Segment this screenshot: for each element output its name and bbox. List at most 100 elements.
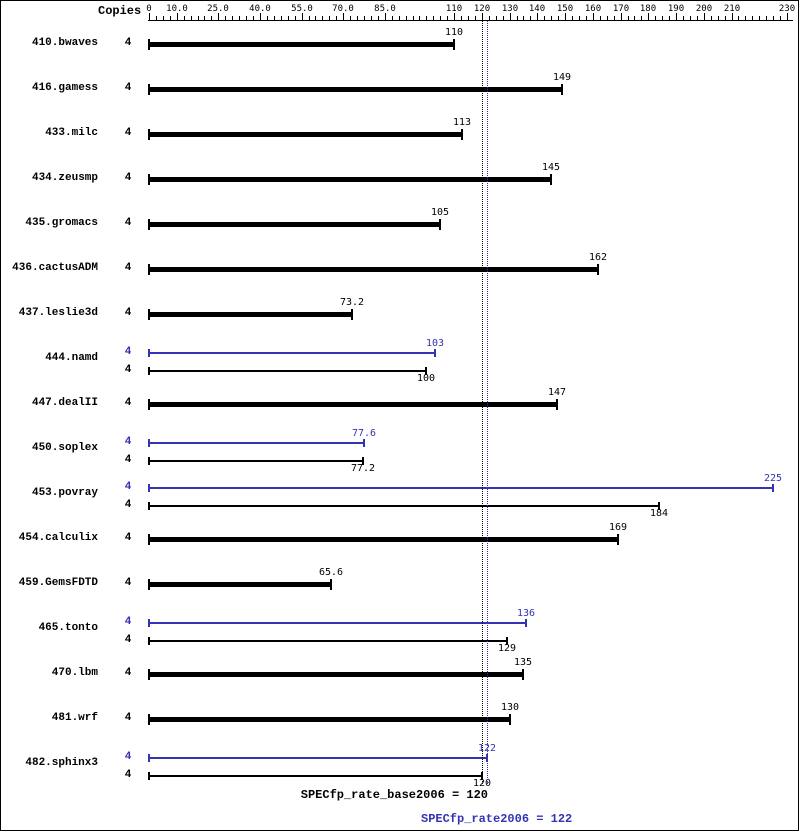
axis-minor-tick bbox=[496, 16, 497, 20]
bar bbox=[149, 505, 659, 507]
benchmark-row: 470.lbm 4 135 bbox=[1, 652, 798, 697]
benchmark-row: 454.calculix 4 169 bbox=[1, 517, 798, 562]
axis-minor-tick bbox=[267, 16, 268, 20]
axis-minor-tick bbox=[600, 16, 601, 20]
axis-minor-tick bbox=[170, 16, 171, 20]
bar-end-tick bbox=[439, 219, 441, 230]
benchmark-name: 444.namd bbox=[45, 352, 98, 364]
bar-end-tick bbox=[330, 579, 332, 590]
bar-end-tick bbox=[362, 457, 364, 465]
bar bbox=[149, 757, 487, 759]
axis-minor-tick bbox=[191, 16, 192, 20]
benchmark-name: 434.zeusmp bbox=[31, 172, 98, 184]
copies-value: 4 bbox=[124, 577, 132, 589]
bar bbox=[149, 267, 598, 272]
benchmark-row: 433.milc 4 113 bbox=[1, 112, 798, 157]
axis-tick-label: 170 bbox=[612, 4, 630, 14]
axis-minor-tick bbox=[690, 16, 691, 20]
bar-start-tick bbox=[148, 637, 150, 645]
benchmark-name: 470.lbm bbox=[51, 667, 98, 679]
benchmark-name: 453.povray bbox=[31, 487, 98, 499]
base-value-label: 130 bbox=[500, 702, 520, 713]
bar-start-tick bbox=[148, 439, 150, 447]
axis-major-tick bbox=[732, 13, 733, 20]
benchmark-row: 453.povray 4 4 225 184 bbox=[1, 472, 798, 519]
axis-tick-label: 10.0 bbox=[166, 4, 188, 14]
benchmark-row: 435.gromacs 4 105 bbox=[1, 202, 798, 247]
copies-value: 4 bbox=[124, 712, 132, 724]
benchmark-row: 434.zeusmp 4 145 bbox=[1, 157, 798, 202]
bar bbox=[149, 370, 426, 372]
base-value-label: 147 bbox=[547, 387, 567, 398]
bar-start-tick bbox=[148, 174, 150, 185]
axis-minor-tick bbox=[295, 16, 296, 20]
axis-minor-tick bbox=[662, 16, 663, 20]
axis-tick-label: 150 bbox=[556, 4, 574, 14]
copies-value: 4 bbox=[124, 667, 132, 679]
copies-value: 4 bbox=[124, 307, 132, 319]
bar-start-tick bbox=[148, 619, 150, 627]
base-value-label: 113 bbox=[452, 117, 472, 128]
bar bbox=[149, 640, 507, 642]
copies-value: 4 bbox=[124, 37, 132, 49]
copies-value: 4 bbox=[124, 532, 132, 544]
base-value-label: 129 bbox=[497, 643, 517, 654]
axis-tick-label: 120 bbox=[473, 4, 491, 14]
bar bbox=[149, 132, 462, 137]
bar-end-tick bbox=[461, 129, 463, 140]
bar-end-tick bbox=[522, 669, 524, 680]
benchmark-name: 447.dealII bbox=[31, 397, 98, 409]
benchmark-name: 481.wrf bbox=[51, 712, 98, 724]
axis-minor-tick bbox=[634, 16, 635, 20]
axis-minor-tick bbox=[572, 16, 573, 20]
axis-minor-tick bbox=[544, 16, 545, 20]
axis-minor-tick bbox=[523, 16, 524, 20]
axis-tick-label: 140 bbox=[528, 4, 546, 14]
axis-minor-tick bbox=[773, 16, 774, 20]
axis-minor-tick bbox=[447, 16, 448, 20]
axis-minor-tick bbox=[551, 16, 552, 20]
axis-minor-tick bbox=[281, 16, 282, 20]
benchmark-row: 436.cactusADM 4 162 bbox=[1, 247, 798, 292]
axis-tick-label: 160 bbox=[584, 4, 602, 14]
bar bbox=[149, 402, 557, 407]
copies-value-peak: 4 bbox=[124, 346, 132, 358]
bar-end-tick bbox=[561, 84, 563, 95]
peak-value-label: 136 bbox=[516, 608, 536, 619]
axis-minor-tick bbox=[246, 16, 247, 20]
axis-minor-tick bbox=[336, 16, 337, 20]
axis-minor-tick bbox=[738, 16, 739, 20]
axis-major-tick bbox=[177, 13, 178, 20]
copies-column-header: Copies bbox=[98, 4, 142, 18]
axis-minor-tick bbox=[288, 16, 289, 20]
axis-minor-tick bbox=[239, 16, 240, 20]
axis-minor-tick bbox=[163, 16, 164, 20]
benchmark-row: 450.soplex 4 4 77.6 77.2 bbox=[1, 427, 798, 474]
bar bbox=[149, 537, 618, 542]
axis-minor-tick bbox=[586, 16, 587, 20]
axis-minor-tick bbox=[315, 16, 316, 20]
axis-tick-label: 230 bbox=[778, 4, 796, 14]
axis-tick-label: 190 bbox=[667, 4, 685, 14]
copies-value-base: 4 bbox=[124, 454, 132, 466]
axis-major-tick bbox=[149, 13, 150, 20]
axis-minor-tick bbox=[461, 16, 462, 20]
axis-minor-tick bbox=[225, 16, 226, 20]
axis-minor-tick bbox=[766, 16, 767, 20]
axis-minor-tick bbox=[468, 16, 469, 20]
axis-major-tick bbox=[648, 13, 649, 20]
bar-end-tick bbox=[425, 367, 427, 375]
bar bbox=[149, 87, 562, 92]
bar-end-tick bbox=[351, 309, 353, 320]
bar-start-tick bbox=[148, 399, 150, 410]
axis-major-tick bbox=[260, 13, 261, 20]
copies-value-base: 4 bbox=[124, 769, 132, 781]
axis-minor-tick bbox=[406, 16, 407, 20]
bar-end-tick bbox=[772, 484, 774, 492]
axis-line bbox=[148, 20, 793, 21]
axis-minor-tick bbox=[357, 16, 358, 20]
axis-minor-tick bbox=[392, 16, 393, 20]
benchmark-row: 482.sphinx3 4 4 122 120 bbox=[1, 742, 798, 789]
axis-minor-tick bbox=[628, 16, 629, 20]
bar-end-tick bbox=[506, 637, 508, 645]
